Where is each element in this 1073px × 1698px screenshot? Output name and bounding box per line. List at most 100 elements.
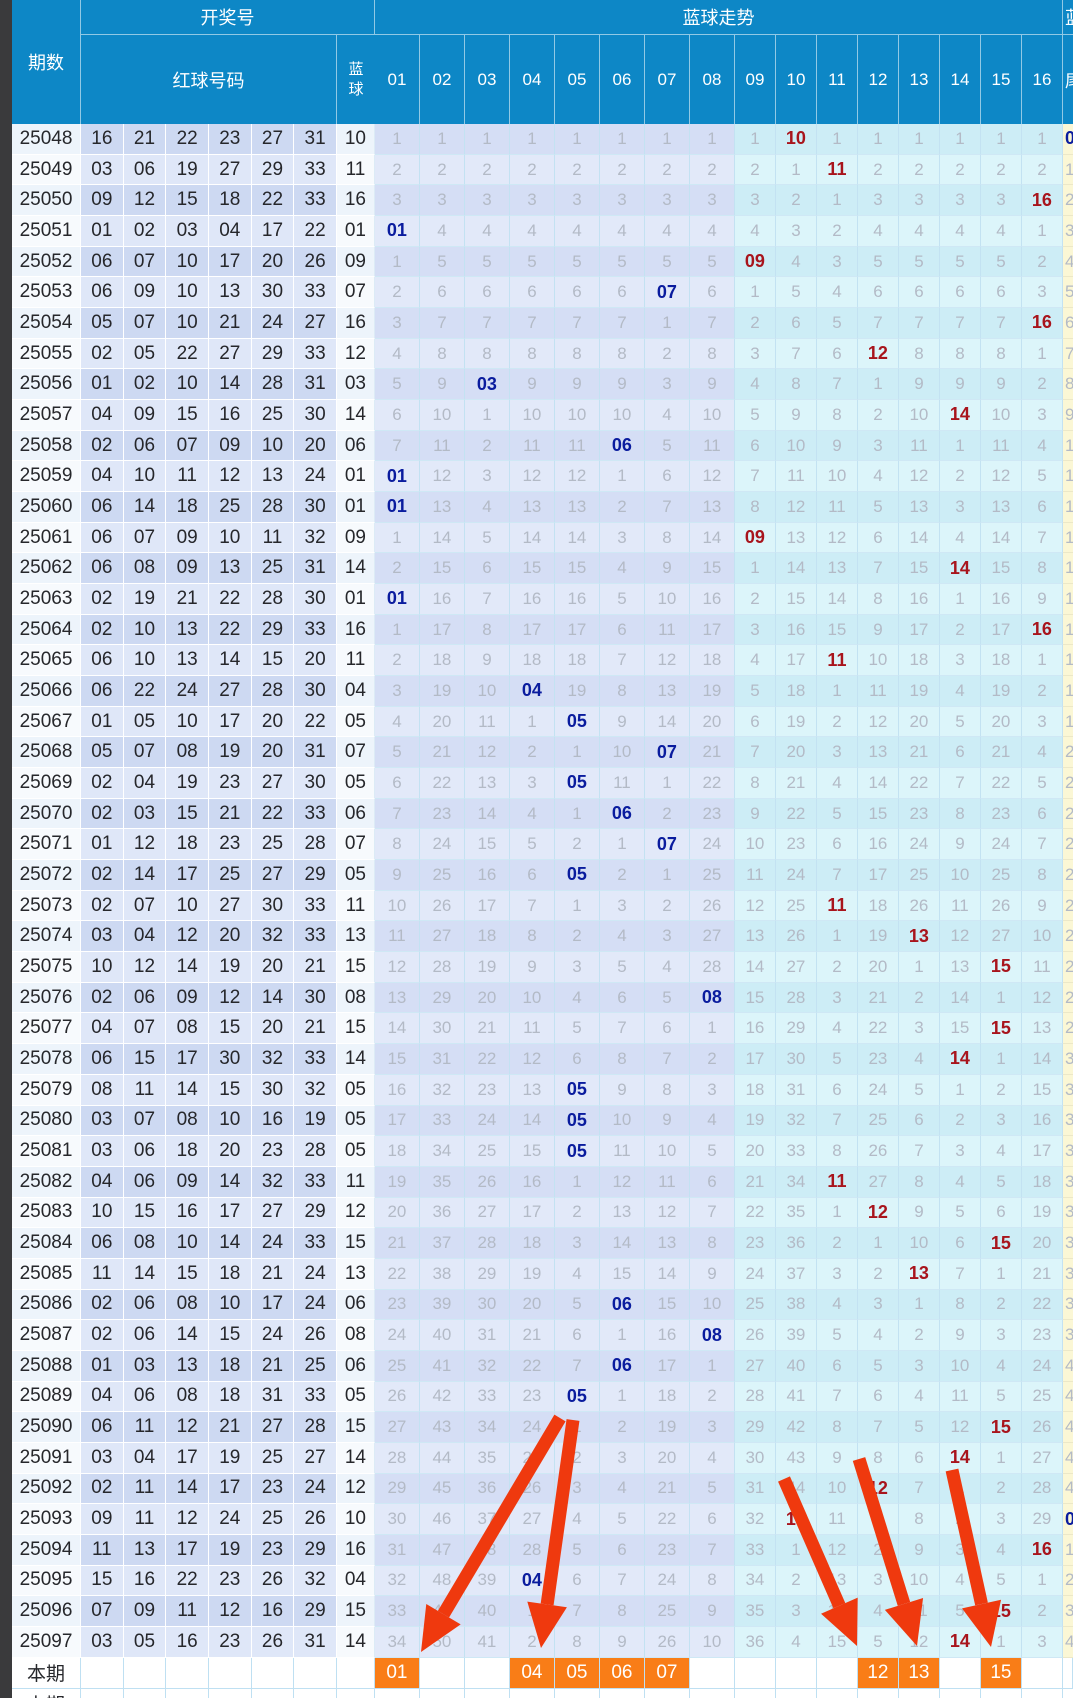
trend-cell: 3 <box>554 185 600 217</box>
trend-cell: 50 <box>419 1626 465 1658</box>
red-ball-cell: 30 <box>294 400 337 431</box>
trend-cell: 2 <box>464 430 510 462</box>
trend-cell: 2 <box>734 584 776 615</box>
red-ball-cell: 10 <box>166 890 209 922</box>
trend-cell: 18 <box>775 676 817 707</box>
prediction-cell <box>775 1657 817 1689</box>
trend-cell: 4 <box>939 676 981 707</box>
red-ball-cell: 06 <box>81 645 124 677</box>
trend-cell: 48 <box>419 1565 465 1597</box>
trend-cell: 9 <box>816 1442 858 1474</box>
trend-cell: 10 <box>1021 921 1063 953</box>
trend-cell: 21 <box>857 982 899 1014</box>
trend-cell: 1 <box>734 277 776 309</box>
trend-cell: 4 <box>939 1166 981 1198</box>
red-ball-cell: 33 <box>294 185 337 217</box>
trend-cell: 6 <box>775 308 817 339</box>
trend-cell: 3 <box>599 185 645 217</box>
red-ball-cell: 29 <box>294 1596 337 1627</box>
blue-ball-cell: 10 <box>336 1504 375 1535</box>
trend-cell: 5 <box>599 584 645 615</box>
red-ball-cell: 10 <box>166 246 209 278</box>
red-ball-cell: 16 <box>166 1626 209 1658</box>
red-ball-cell: 13 <box>166 645 209 677</box>
trend-cell: 14 <box>939 400 981 431</box>
trend-cell: 10 <box>509 400 555 431</box>
trend-cell: 2 <box>554 154 600 186</box>
trend-cell: 6 <box>509 277 555 309</box>
trend-cell: 29 <box>734 1412 776 1443</box>
trend-cell: 24 <box>898 829 940 861</box>
trend-cell: 16 <box>980 584 1022 615</box>
trend-cell: 20 <box>644 1442 690 1474</box>
red-ball-cell: 15 <box>251 645 295 677</box>
trend-cell: 35 <box>464 1442 510 1474</box>
trend-cell: 10 <box>898 1565 940 1597</box>
red-ball-cell: 31 <box>251 1381 295 1413</box>
trend-cell: 16 <box>1021 185 1063 217</box>
blue-ball-cell: 16 <box>336 308 375 339</box>
red-ball-cell: 17 <box>251 216 295 247</box>
trend-cell: 2 <box>599 154 645 186</box>
trend-cell: 10 <box>775 1504 817 1535</box>
empty-red-cell <box>81 1657 124 1689</box>
trend-cell: 2 <box>644 154 690 186</box>
prediction-cell <box>419 1657 465 1689</box>
red-ball-cell: 32 <box>294 1565 337 1597</box>
trend-cell: 1 <box>857 1504 899 1535</box>
trend-cell: 5 <box>419 246 465 278</box>
red-ball-cell: 06 <box>123 154 167 186</box>
red-ball-cell: 24 <box>208 1504 252 1535</box>
clipped-trend-cell: 28 <box>1062 982 1073 1014</box>
trend-cell: 16 <box>1021 614 1063 646</box>
red-ball-cell: 17 <box>208 1473 252 1505</box>
clipped-cell <box>123 1688 167 1698</box>
red-ball-cell: 24 <box>294 1258 337 1290</box>
trend-cell: 16 <box>419 584 465 615</box>
trend-cell: 4 <box>898 1044 940 1075</box>
trend-cell: 2 <box>599 492 645 523</box>
red-ball-cell: 10 <box>208 522 252 554</box>
trend-cell: 15 <box>554 553 600 585</box>
trend-cell: 21 <box>689 737 735 769</box>
trend-cell: 10 <box>599 400 645 431</box>
clipped-section-subtitle: 尾 <box>1063 35 1073 124</box>
table-row: 25063 02 19 21 22 28 30 01 01 16 7 16 16 5 10 16 2 15 14 8 1… <box>12 584 1073 615</box>
trend-cell: 4 <box>939 216 981 247</box>
red-ball-cell: 22 <box>251 185 295 217</box>
blue-ball-cell: 15 <box>336 952 375 983</box>
trend-cell: 5 <box>898 1412 940 1443</box>
trend-cell: 25 <box>464 1136 510 1167</box>
trend-cell: 5 <box>374 737 420 769</box>
clipped-cell <box>464 1688 510 1698</box>
trend-cell: 15 <box>980 1228 1022 1259</box>
trend-cell: 3 <box>644 185 690 217</box>
clipped-row: 上期 <box>12 1688 1073 1698</box>
trend-cell: 6 <box>419 277 465 309</box>
trend-cell: 4 <box>1021 737 1063 769</box>
blue-ball-cell: 05 <box>336 706 375 738</box>
trend-cell: 9 <box>644 1105 690 1137</box>
trend-cell: 12 <box>898 1626 940 1658</box>
trend-cell: 25 <box>644 1596 690 1627</box>
clipped-trend-cell: 0 <box>1062 1504 1073 1535</box>
trend-cell: 1 <box>980 1626 1022 1658</box>
trend-cell: 4 <box>509 798 555 830</box>
period-cell: 25087 <box>12 1320 81 1351</box>
trend-cell: 6 <box>464 277 510 309</box>
trend-cell: 19 <box>734 1105 776 1137</box>
trend-cell: 21 <box>644 1473 690 1505</box>
trend-cell: 5 <box>644 982 690 1014</box>
trend-cell: 01 <box>374 492 420 523</box>
trend-cell: 4 <box>599 553 645 585</box>
trend-cell: 3 <box>857 430 899 462</box>
red-ball-cell: 09 <box>123 1596 167 1627</box>
trend-cell: 13 <box>898 492 940 523</box>
trend-cell: 13 <box>816 553 858 585</box>
table-row: 25070 02 03 15 21 22 33 06 7 23 14 4 1 06 2 23 9 22 5 15 23 8… <box>12 798 1073 830</box>
trend-cell: 15 <box>980 1013 1022 1045</box>
table-row: 25066 06 22 24 27 28 30 04 3 19 10 04 19 8 13 19 5 18 1 11 1… <box>12 676 1073 707</box>
blue-ball-cell: 06 <box>336 798 375 830</box>
trend-cell: 5 <box>1021 461 1063 493</box>
trend-cell: 18 <box>419 645 465 677</box>
